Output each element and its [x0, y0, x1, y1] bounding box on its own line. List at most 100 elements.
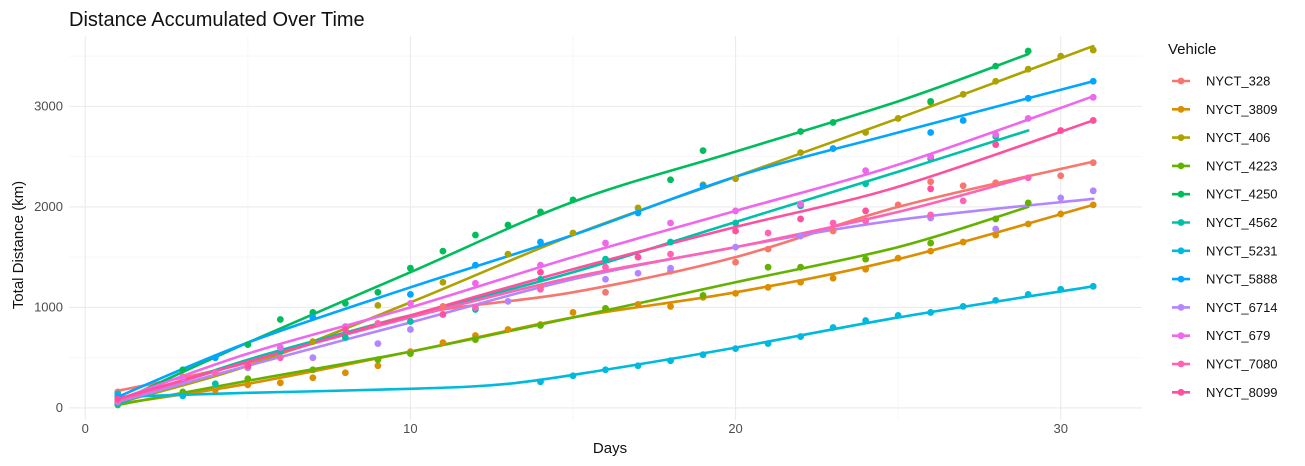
legend-label: NYCT_5231: [1206, 243, 1278, 258]
point-nyct-3809: [764, 283, 772, 291]
point-nyct-5888: [472, 261, 479, 269]
point-nyct-5231: [797, 333, 804, 340]
point-nyct-5231: [862, 317, 870, 324]
point-nyct-328: [894, 201, 902, 209]
point-nyct-679: [407, 299, 414, 307]
point-nyct-3809: [341, 369, 349, 377]
point-nyct-328: [602, 288, 609, 296]
legend-point: [1177, 275, 1185, 283]
point-nyct-7080: [537, 285, 544, 293]
point-nyct-679: [179, 374, 187, 382]
point-nyct-7080: [374, 320, 382, 327]
point-nyct-4223: [537, 322, 544, 329]
legend-point: [1177, 190, 1185, 198]
point-nyct-5231: [1057, 285, 1065, 293]
point-nyct-5231: [569, 372, 577, 380]
point-nyct-5888: [829, 145, 837, 152]
point-nyct-4223: [992, 215, 1000, 223]
point-nyct-328: [959, 182, 967, 190]
point-nyct-406: [1057, 52, 1065, 60]
point-nyct-406: [959, 90, 967, 98]
point-nyct-4562: [862, 180, 870, 188]
point-nyct-4223: [927, 239, 935, 247]
point-nyct-6714: [504, 297, 512, 305]
point-nyct-4250: [374, 288, 382, 296]
point-nyct-7080: [862, 217, 870, 225]
point-nyct-3809: [244, 381, 252, 389]
point-nyct-4223: [374, 356, 382, 364]
point-nyct-6714: [634, 269, 642, 277]
point-nyct-4562: [537, 275, 544, 283]
point-nyct-5888: [927, 129, 935, 136]
point-nyct-3809: [992, 231, 1000, 239]
point-nyct-8099: [439, 311, 447, 318]
point-nyct-6714: [1057, 194, 1065, 202]
legend-item-nyct-7080: NYCT_7080: [1172, 357, 1278, 372]
legend-item-nyct-5888: NYCT_5888: [1172, 272, 1278, 287]
point-nyct-3809: [634, 300, 642, 308]
point-nyct-5231: [992, 296, 1000, 304]
point-nyct-6714: [602, 275, 609, 283]
point-nyct-7080: [276, 354, 284, 362]
point-nyct-406: [374, 302, 382, 309]
legend-label: NYCT_4223: [1206, 158, 1278, 173]
point-nyct-5888: [1024, 94, 1032, 102]
legend-label: NYCT_5888: [1206, 272, 1278, 287]
point-nyct-7080: [959, 197, 967, 205]
point-nyct-3809: [959, 238, 967, 246]
legend-title: Vehicle: [1168, 41, 1216, 58]
point-nyct-4223: [1024, 199, 1032, 207]
point-nyct-4562: [667, 238, 674, 246]
point-nyct-4250: [829, 119, 837, 126]
point-nyct-3809: [374, 362, 382, 370]
point-nyct-3809: [211, 386, 219, 394]
point-nyct-8099: [537, 268, 544, 276]
point-nyct-3809: [829, 274, 837, 282]
point-nyct-5888: [309, 314, 317, 321]
point-nyct-5888: [699, 182, 707, 190]
point-nyct-4223: [862, 255, 870, 263]
legend-item-nyct-406: NYCT_406: [1172, 130, 1270, 145]
point-nyct-679: [1089, 93, 1097, 101]
point-nyct-6714: [667, 264, 674, 272]
point-nyct-8099: [341, 326, 349, 333]
x-axis-ticks: 0 10 20 30: [82, 421, 1068, 436]
point-nyct-406: [862, 129, 870, 136]
legend-label: NYCT_4250: [1206, 187, 1278, 202]
point-nyct-3809: [1024, 220, 1032, 228]
point-nyct-679: [797, 200, 804, 208]
point-nyct-679: [992, 131, 1000, 138]
legend-item-nyct-679: NYCT_679: [1172, 328, 1270, 343]
legend-label: NYCT_6714: [1206, 300, 1278, 315]
point-nyct-7080: [667, 250, 674, 258]
point-nyct-8099: [1057, 127, 1065, 134]
point-nyct-328: [992, 179, 1000, 187]
point-nyct-4250: [797, 128, 804, 135]
point-nyct-5231: [894, 312, 902, 319]
y-tick-label: 3000: [34, 98, 63, 113]
point-nyct-5231: [764, 340, 772, 348]
point-nyct-5231: [667, 357, 674, 365]
point-nyct-4562: [211, 380, 219, 388]
point-nyct-328: [732, 258, 739, 266]
point-nyct-3809: [569, 309, 577, 316]
point-nyct-328: [829, 227, 837, 235]
point-nyct-328: [1089, 159, 1097, 167]
point-nyct-328: [764, 245, 772, 253]
legend-point: [1177, 332, 1185, 340]
point-nyct-4250: [341, 299, 349, 307]
point-nyct-4250: [1024, 47, 1032, 55]
y-tick-label: 2000: [34, 199, 63, 214]
point-nyct-4250: [407, 264, 414, 272]
legend-label: NYCT_7080: [1206, 357, 1278, 372]
point-nyct-5888: [634, 209, 642, 217]
y-axis-ticks: 0 1000 2000 3000: [34, 98, 63, 415]
point-nyct-406: [797, 149, 804, 157]
point-nyct-4562: [732, 219, 739, 227]
point-nyct-4223: [472, 336, 479, 343]
point-nyct-3809: [439, 339, 447, 346]
point-nyct-6714: [309, 354, 317, 362]
legend-point: [1177, 388, 1185, 396]
point-nyct-679: [602, 239, 609, 247]
trend-line-nyct-8099: [116, 119, 1095, 401]
